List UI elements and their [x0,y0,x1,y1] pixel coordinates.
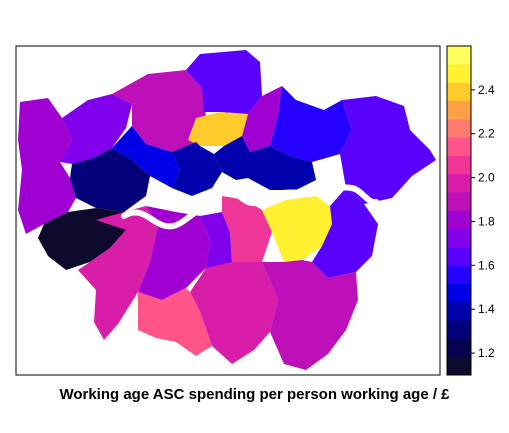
region-south-far [262,260,358,370]
legend-tick-label: 1.8 [478,214,495,228]
legend-swatch [447,192,471,211]
legend-swatch [447,173,471,193]
map-caption: Working age ASC spending per person work… [59,386,450,403]
region-south-central-west [138,206,210,300]
region-north-west [60,94,132,164]
legend-swatch [447,228,471,248]
region-north-central [186,50,262,114]
legend-tick-label: 2.2 [478,127,495,141]
legend-swatch [447,301,471,321]
region-far-east [340,96,436,204]
legend-swatch [447,356,471,376]
legend-tick-label: 2.4 [478,83,495,97]
region-west [18,98,76,234]
color-legend: 1.2 1.4 1.6 1.8 2.0 2.2 2.4 [446,45,495,376]
legend-swatch [447,82,471,102]
legend-tick-label: 2.0 [478,171,495,185]
legend-swatch [447,283,471,303]
legend-swatch [447,338,471,358]
region-central-north [188,112,248,146]
legend-swatch [447,155,471,175]
legend-tick-label: 1.2 [478,346,495,360]
legend-swatch [447,137,471,156]
legend-frame [446,45,472,376]
legend-swatch [447,46,471,65]
region-south-central-east [222,196,272,268]
region-far-west [38,208,126,270]
region-south [190,262,278,364]
region-south-central [200,212,232,276]
legend-tick-label: 1.4 [478,302,495,316]
borough-regions [18,50,436,370]
region-north-east [242,86,282,152]
region-east-river [262,196,332,262]
region-central-east [214,136,316,190]
region-central-south [138,288,212,356]
region-west-central [70,148,150,212]
region-central-west [112,126,180,188]
river-thames [121,184,379,230]
region-south-west [78,206,158,340]
legend-swatch [447,100,471,120]
region-south-east [312,188,378,278]
legend-swatch [447,64,471,83]
legend-swatch [447,210,471,230]
region-north [112,70,206,152]
region-east [270,86,352,162]
legend-swatch [447,119,471,138]
legend-swatch [447,320,471,339]
legend-tick-label: 1.6 [478,258,495,272]
region-central [172,142,222,196]
legend-swatch [447,247,471,266]
legend-swatch [447,265,471,284]
